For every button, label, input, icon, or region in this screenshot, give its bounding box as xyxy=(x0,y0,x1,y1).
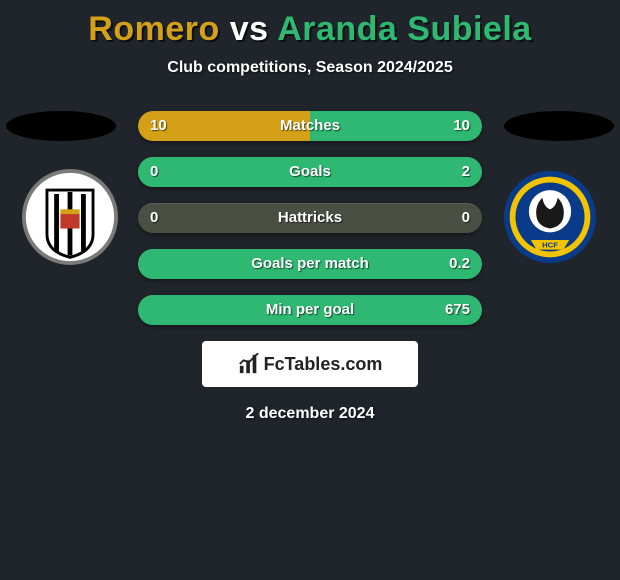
stat-row: 1010Matches xyxy=(138,111,482,141)
chart-icon xyxy=(238,353,260,375)
stat-label: Matches xyxy=(138,111,482,141)
stat-row: 00Hattricks xyxy=(138,203,482,233)
title-player-left: Romero xyxy=(88,10,219,48)
page-title: Romero vs Aranda Subiela xyxy=(0,0,620,49)
title-vs: vs xyxy=(220,10,277,48)
stat-label: Goals xyxy=(138,157,482,187)
team-badge-left xyxy=(22,169,118,265)
stat-label: Goals per match xyxy=(138,249,482,279)
shadow-ellipse-left xyxy=(6,111,116,141)
shadow-ellipse-right xyxy=(504,111,614,141)
title-player-right: Aranda Subiela xyxy=(277,10,532,48)
team-badge-right: HCF xyxy=(502,169,598,265)
stat-bars: 1010Matches 02Goals 00Hattricks 0.2Goals pe… xyxy=(138,111,482,325)
stat-row: 0.2Goals per match xyxy=(138,249,482,279)
date-text: 2 december 2024 xyxy=(0,405,620,423)
fctables-logo: FcTables.com xyxy=(202,341,418,387)
svg-text:HCF: HCF xyxy=(542,241,558,250)
subtitle: Club competitions, Season 2024/2025 xyxy=(0,59,620,77)
stat-label: Hattricks xyxy=(138,203,482,233)
logo-text: FcTables.com xyxy=(264,354,383,375)
stat-row: 675Min per goal xyxy=(138,295,482,325)
comparison-panel: HCF 1010Matches 02Goals 00Hattricks 0.2Goal… xyxy=(0,111,620,423)
stat-label: Min per goal xyxy=(138,295,482,325)
stat-row: 02Goals xyxy=(138,157,482,187)
